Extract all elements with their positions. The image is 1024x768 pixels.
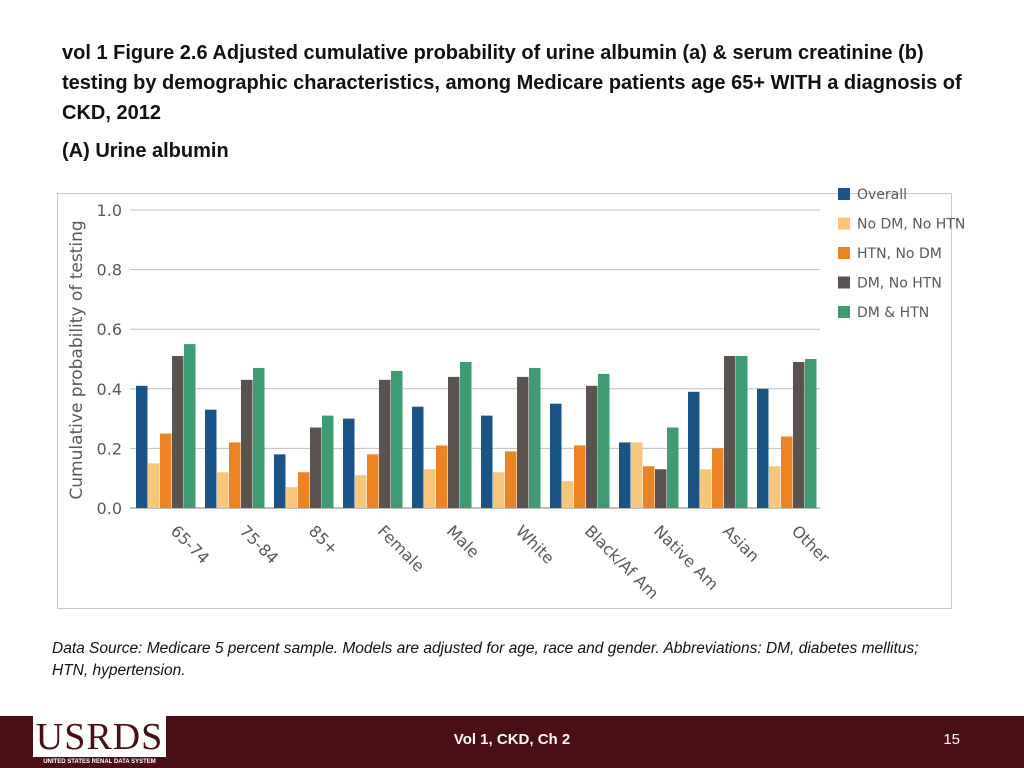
bar xyxy=(343,418,355,508)
bar xyxy=(619,442,631,508)
chart-frame xyxy=(57,193,952,609)
bar xyxy=(172,356,184,508)
bar xyxy=(712,448,724,508)
bar xyxy=(460,361,472,508)
bar xyxy=(412,406,424,508)
bar xyxy=(724,356,736,508)
legend-label: HTN, No DM xyxy=(857,246,942,262)
legend-label: DM & HTN xyxy=(857,305,929,321)
legend-swatch xyxy=(838,306,850,318)
bar xyxy=(367,454,379,508)
footer-section-label: Vol 1, CKD, Ch 2 xyxy=(453,731,571,748)
bar xyxy=(736,356,748,508)
data-source-note: Data Source: Medicare 5 percent sample. … xyxy=(52,640,919,679)
bar xyxy=(562,481,574,508)
bar xyxy=(160,433,172,508)
page-number: 15 xyxy=(943,731,960,748)
bar xyxy=(436,445,448,508)
legend: Overall No DM, No HTN HTN, No DM DM, No HTN… xyxy=(838,187,965,321)
x-tick-label: Male xyxy=(443,521,483,561)
bar-chart: 0.0 0.2 0.4 0.6 0.8 1.0 65-74 75-84 85+ Female Ma… xyxy=(67,187,965,603)
bar xyxy=(517,376,529,508)
logo-subtext: UNITED STATES RENAL DATA SYSTEM xyxy=(33,757,166,768)
legend-label: No DM, No HTN xyxy=(857,217,965,233)
bar xyxy=(529,367,541,508)
x-tick-label: 65-74 xyxy=(167,521,213,567)
bar xyxy=(793,361,805,508)
x-tick-label: 75-84 xyxy=(236,521,282,567)
y-tick-label: 0.8 xyxy=(97,261,122,280)
bar xyxy=(241,379,253,508)
bar xyxy=(310,427,322,508)
bar xyxy=(298,472,310,508)
bar xyxy=(688,391,700,508)
y-axis-label: Cumulative probability of testing xyxy=(67,220,87,499)
legend-label: Overall xyxy=(857,187,907,203)
bars xyxy=(136,344,817,508)
slide-subtitle: (A) Urine albumin xyxy=(62,140,229,162)
legend-swatch xyxy=(838,276,850,289)
x-axis-ticks: 65-74 75-84 85+ Female Male White Black/Af AmN… xyxy=(167,521,834,603)
bar xyxy=(643,466,655,508)
x-tick-label: Other xyxy=(788,521,834,567)
bar xyxy=(286,487,298,508)
y-tick-label: 0.2 xyxy=(97,439,122,458)
bar xyxy=(229,442,241,508)
legend-swatch xyxy=(838,247,850,259)
legend-swatch xyxy=(838,188,850,200)
bar xyxy=(550,403,562,508)
y-tick-label: 0.0 xyxy=(97,499,122,518)
bar xyxy=(631,442,643,508)
bar xyxy=(700,469,712,508)
y-axis-ticks: 0.0 0.2 0.4 0.6 0.8 1.0 xyxy=(97,201,122,518)
bar xyxy=(481,415,493,508)
bar xyxy=(274,454,286,508)
x-tick-label: 85+ xyxy=(305,521,342,558)
bar xyxy=(769,466,781,508)
x-tick-label: White xyxy=(512,521,558,567)
bar xyxy=(805,359,817,508)
bar xyxy=(184,344,196,508)
slide-title: vol 1 Figure 2.6 Adjusted cumulative pro… xyxy=(62,42,962,124)
bar xyxy=(322,415,334,508)
y-tick-label: 1.0 xyxy=(97,201,122,220)
logo-wordmark: USRDS xyxy=(35,716,164,758)
bar xyxy=(598,373,610,508)
bar xyxy=(391,370,403,508)
bar xyxy=(655,469,667,508)
bar xyxy=(574,445,586,508)
bar xyxy=(379,379,391,508)
bar xyxy=(757,388,769,508)
usrds-logo: USRDS UNITED STATES RENAL DATA SYSTEM xyxy=(33,713,166,768)
footer-bar xyxy=(0,716,1024,768)
bar xyxy=(355,475,367,508)
bar xyxy=(493,472,505,508)
bar xyxy=(136,385,148,508)
bar xyxy=(205,409,217,508)
bar xyxy=(217,472,229,508)
bar xyxy=(781,436,793,508)
bar xyxy=(667,427,679,508)
bar xyxy=(448,376,460,508)
bar xyxy=(586,385,598,508)
bar xyxy=(253,367,265,508)
y-tick-label: 0.6 xyxy=(97,320,122,339)
bar xyxy=(148,463,160,508)
legend-swatch xyxy=(838,217,850,230)
y-tick-label: 0.4 xyxy=(97,380,122,399)
legend-label: DM, No HTN xyxy=(857,276,942,292)
x-tick-label: Female xyxy=(374,521,428,575)
x-tick-label: Native Am xyxy=(650,521,722,593)
bar xyxy=(505,451,517,508)
bar xyxy=(424,469,436,508)
x-tick-label: Asian xyxy=(719,521,763,565)
